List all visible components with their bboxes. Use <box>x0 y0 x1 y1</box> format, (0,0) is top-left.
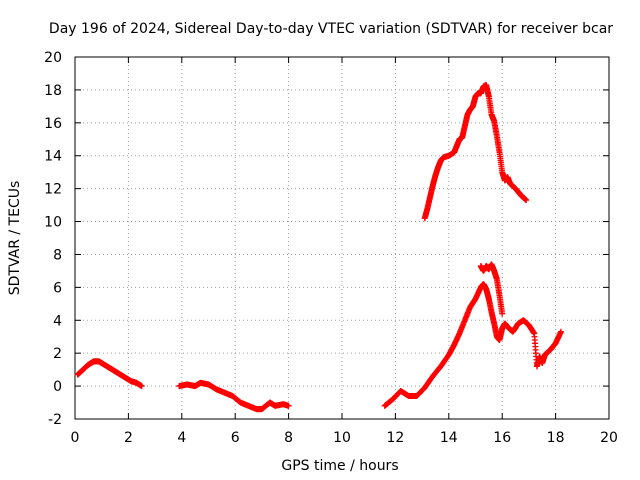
data-point-marker <box>285 402 292 409</box>
segment-3 <box>381 281 564 409</box>
x-tick-label: 16 <box>493 430 511 446</box>
y-axis-tick-labels: -2 0 2 4 6 8 10 12 14 16 18 20 <box>44 50 62 428</box>
y-tick-label: 6 <box>53 280 62 296</box>
y-axis-label: SDTVAR / TECUs <box>7 181 23 296</box>
x-tick-label: 0 <box>71 430 80 446</box>
segment-1 <box>74 358 145 390</box>
y-tick-label: -2 <box>48 412 62 428</box>
axis-ticks <box>74 56 610 420</box>
y-tick-label: 14 <box>44 149 62 165</box>
y-tick-label: 0 <box>53 379 62 395</box>
y-tick-label: 20 <box>44 50 62 66</box>
segment-5 <box>477 261 506 317</box>
y-tick-label: 10 <box>44 215 62 231</box>
x-tick-label: 20 <box>600 430 618 446</box>
y-tick-label: 2 <box>53 346 62 362</box>
data-point-marker <box>499 310 506 317</box>
x-tick-label: 10 <box>333 430 351 446</box>
y-tick-label: 12 <box>44 182 62 198</box>
y-tick-label: 4 <box>53 313 62 329</box>
grid-lines <box>75 57 609 419</box>
data-point-marker <box>138 383 145 390</box>
data-point-marker <box>557 328 564 335</box>
x-tick-label: 2 <box>124 430 133 446</box>
segment-2 <box>176 379 292 413</box>
x-tick-label: 8 <box>284 430 293 446</box>
x-tick-label: 6 <box>231 430 240 446</box>
data-points <box>74 81 564 413</box>
segment-4 <box>421 81 530 222</box>
y-tick-label: 8 <box>53 247 62 263</box>
x-tick-label: 4 <box>177 430 186 446</box>
x-axis-tick-labels: 0 2 4 6 8 10 12 14 16 18 20 <box>71 430 618 446</box>
data-point-marker <box>523 197 530 204</box>
x-tick-label: 14 <box>440 430 458 446</box>
x-tick-label: 18 <box>547 430 565 446</box>
y-tick-label: 16 <box>44 116 62 132</box>
chart-title: Day 196 of 2024, Sidereal Day-to-day VTE… <box>49 21 613 37</box>
x-axis-label: GPS time / hours <box>281 458 398 474</box>
x-tick-label: 12 <box>386 430 404 446</box>
y-tick-label: 18 <box>44 83 62 99</box>
